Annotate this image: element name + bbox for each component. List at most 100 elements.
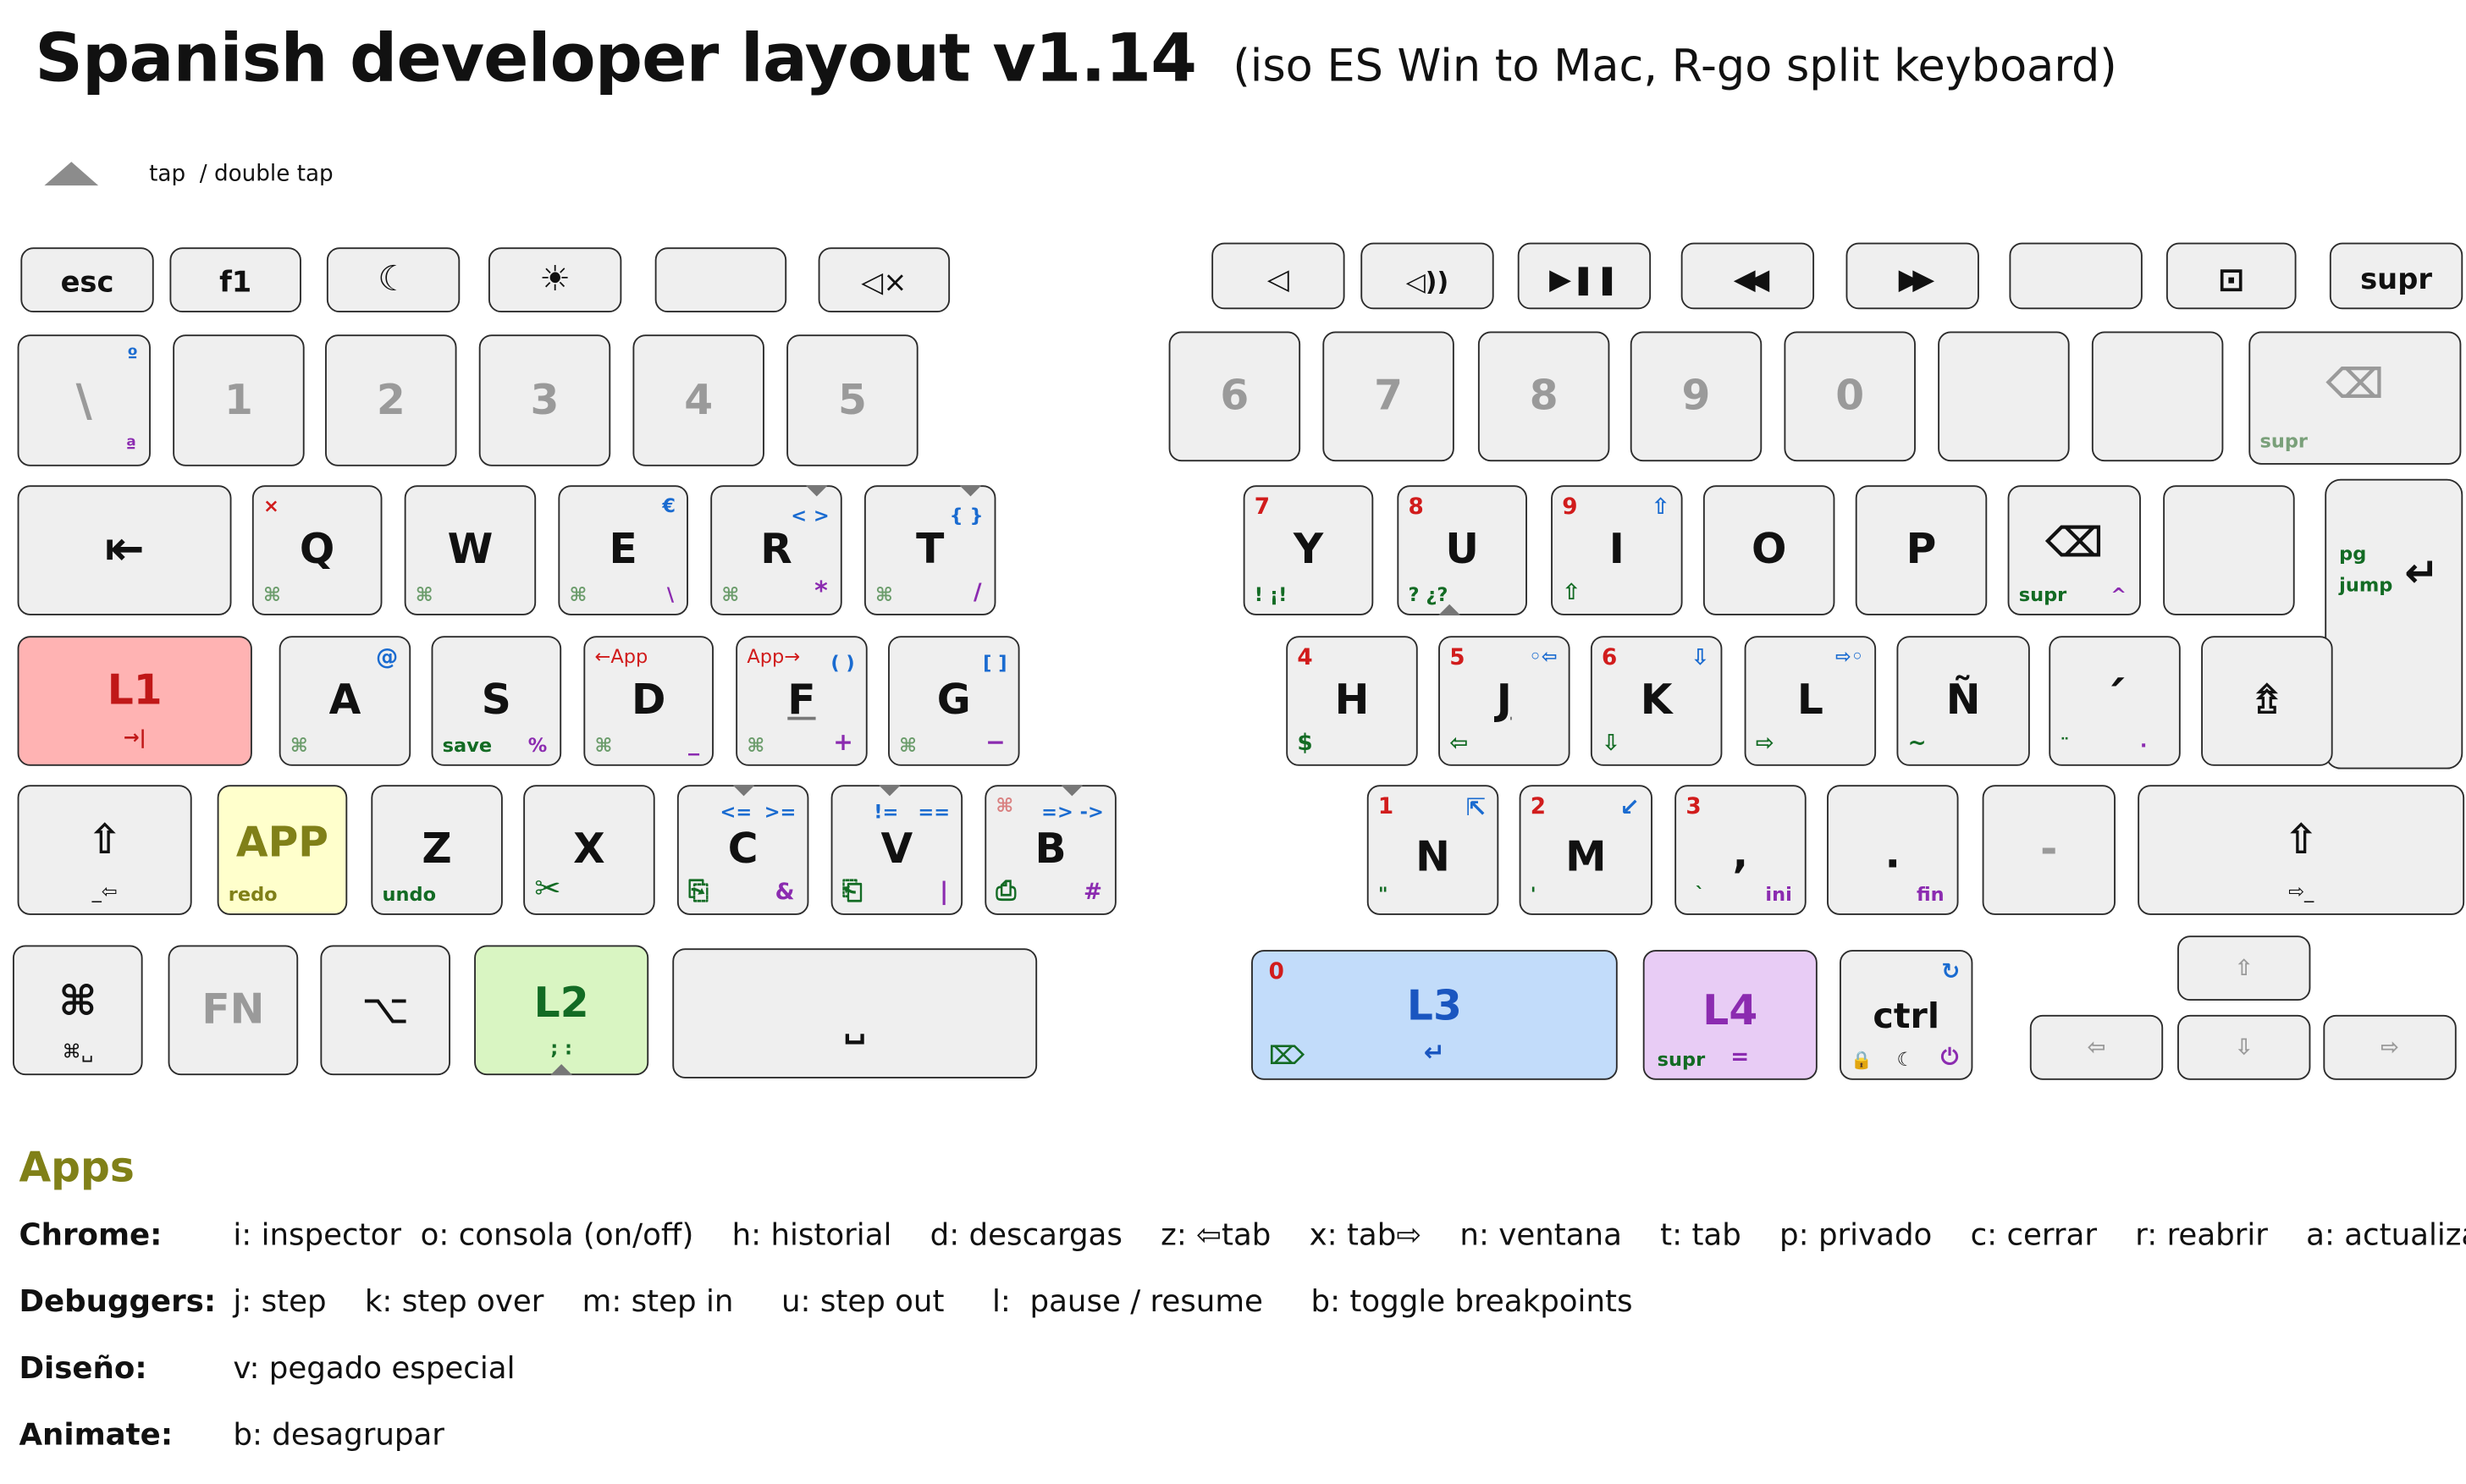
key-e[interactable]: E € ⌘ \ bbox=[558, 485, 689, 615]
key-9[interactable]: 9 bbox=[1630, 331, 1763, 462]
key-screenshot[interactable]: ⊡ bbox=[2165, 242, 2297, 310]
key-l4[interactable]: L4 supr = bbox=[1642, 950, 1818, 1080]
app-row-chrome: Chrome: i: inspector o: consola (on/off)… bbox=[19, 1218, 2466, 1285]
key-volume-up[interactable]: ◁)) bbox=[1360, 242, 1494, 310]
key-a[interactable]: A @ ⌘ bbox=[279, 636, 411, 766]
key-j[interactable]: J 5 ◦⇦ ⇦ bbox=[1438, 636, 1570, 766]
key-n-tilde[interactable]: Ñ ~ bbox=[1896, 636, 2030, 766]
key-backspace-top[interactable]: ⌫ supr bbox=[2248, 331, 2462, 465]
key-arrow-left[interactable]: ⇦ bbox=[2029, 1014, 2164, 1080]
key-arrow-down[interactable]: ⇩ bbox=[2177, 1014, 2311, 1080]
key-2[interactable]: 2 bbox=[325, 334, 457, 466]
key-c[interactable]: C <= >= ⎘ & bbox=[676, 785, 809, 915]
key-tab[interactable]: ⇤ bbox=[17, 485, 232, 615]
key-5[interactable]: 5 bbox=[786, 334, 919, 466]
refresh-icon: ↻ bbox=[1941, 959, 1961, 985]
key-v[interactable]: V != == ⎗ | bbox=[830, 785, 963, 915]
key-b[interactable]: B ⌘ => -> ⎙ # bbox=[985, 785, 1117, 915]
key-s[interactable]: S save % bbox=[431, 636, 562, 766]
key-i[interactable]: I 9 ⇧ ⇧ bbox=[1551, 485, 1683, 615]
key-6[interactable]: 6 bbox=[1168, 331, 1301, 462]
key-blank-num-1[interactable] bbox=[1938, 331, 2070, 462]
key-caps-shift[interactable]: ⇯ bbox=[2201, 636, 2333, 766]
backspace-icon: ⌫ bbox=[2325, 361, 2385, 409]
key-enter[interactable]: ↵ pg jump bbox=[2325, 478, 2463, 770]
arrow-up-icon: ⇧ bbox=[2234, 955, 2254, 981]
key-u[interactable]: U 8 ? ¿? bbox=[1397, 485, 1527, 615]
key-app[interactable]: APP redo bbox=[217, 785, 348, 915]
key-space[interactable]: ␣ bbox=[672, 948, 1038, 1079]
shift-icon: ⇧ bbox=[2283, 815, 2319, 864]
key-comma[interactable]: , 3 ` ini bbox=[1674, 785, 1807, 915]
key-dash[interactable]: - bbox=[1982, 785, 2116, 915]
key-k[interactable]: K 6 ⇩ ⇩ bbox=[1590, 636, 1723, 766]
key-p[interactable]: P bbox=[1855, 485, 1988, 615]
key-f1[interactable]: f1 bbox=[169, 247, 301, 313]
key-t[interactable]: T { } ⌘ / bbox=[863, 485, 996, 615]
shift-icon: ⇧ bbox=[87, 815, 123, 864]
key-period[interactable]: . fin bbox=[1827, 785, 1959, 915]
key-g[interactable]: G [ ] ⌘ − bbox=[888, 636, 1020, 766]
key-7[interactable]: 7 bbox=[1322, 331, 1454, 462]
key-0[interactable]: 0 bbox=[1784, 331, 1916, 462]
app-desc: v: pegado especial bbox=[233, 1351, 516, 1387]
key-supr[interactable]: supr bbox=[2329, 242, 2463, 310]
key-8[interactable]: 8 bbox=[1477, 331, 1610, 462]
key-arrow-up[interactable]: ⇧ bbox=[2177, 935, 2311, 1001]
key-blank-y-row[interactable] bbox=[2163, 485, 2295, 615]
key-moon[interactable]: ☾ bbox=[326, 247, 461, 313]
mute-icon: ◁× bbox=[861, 266, 908, 301]
key-m[interactable]: M 2 ↙ ' bbox=[1519, 785, 1652, 915]
paste-special-icon: ⎙ bbox=[996, 875, 1017, 906]
key-shift-left[interactable]: ⇧ _⇦ bbox=[17, 785, 192, 915]
key-y[interactable]: Y 7 ! ¡! bbox=[1243, 485, 1374, 615]
key-backslash[interactable]: \ º ª bbox=[17, 334, 151, 466]
key-q[interactable]: Q × ⌘ bbox=[251, 485, 383, 615]
key-h[interactable]: H 4 $ bbox=[1286, 636, 1418, 766]
key-fn[interactable]: FN bbox=[168, 945, 299, 1076]
key-1[interactable]: 1 bbox=[173, 334, 305, 466]
key-blank-fn-right[interactable] bbox=[2009, 242, 2143, 310]
app-row-debuggers: Debuggers: j: step k: step over m: step … bbox=[19, 1284, 1632, 1351]
key-f[interactable]: F App→ ( ) ⌘ + bbox=[736, 636, 868, 766]
key-w[interactable]: W ⌘ bbox=[404, 485, 537, 615]
key-x[interactable]: X ✂ bbox=[523, 785, 655, 915]
key-shift-right[interactable]: ⇧ ⇨_ bbox=[2138, 785, 2465, 915]
key-brightness[interactable]: ☀ bbox=[488, 247, 622, 313]
rewind-icon: ◀◀ bbox=[1733, 262, 1770, 297]
key-l3[interactable]: L3 0 ⌦ ↵ bbox=[1251, 950, 1618, 1080]
key-blank-num-2[interactable] bbox=[2091, 331, 2224, 462]
key-l[interactable]: L ⇨◦ ⇨ bbox=[1744, 636, 1877, 766]
apps-title: Apps bbox=[19, 1145, 135, 1193]
key-ctrl[interactable]: ctrl ↻ 🔒 ☾ ⏻ bbox=[1840, 950, 1973, 1080]
key-accent[interactable]: ´ ¨ · bbox=[2049, 636, 2181, 766]
key-blank-fn[interactable] bbox=[654, 247, 787, 313]
key-rewind[interactable]: ◀◀ bbox=[1680, 242, 1815, 310]
play-pause-icon: ▶❚❚ bbox=[1549, 262, 1619, 297]
key-o[interactable]: O bbox=[1702, 485, 1835, 615]
double-tap-marker-icon bbox=[879, 785, 902, 797]
key-arrow-right[interactable]: ⇨ bbox=[2323, 1014, 2457, 1080]
key-d[interactable]: D ←App ⌘ _ bbox=[583, 636, 714, 766]
copy-icon: ⎘ bbox=[688, 875, 709, 906]
double-tap-marker-icon bbox=[959, 485, 982, 497]
volume-down-icon: ◁ bbox=[1266, 262, 1289, 297]
key-fast-forward[interactable]: ▶▶ bbox=[1845, 242, 1979, 310]
fast-forward-icon: ▶▶ bbox=[1898, 262, 1935, 297]
key-l1[interactable]: L1 →| bbox=[17, 636, 252, 766]
key-n[interactable]: N 1 ⇱ " bbox=[1366, 785, 1499, 915]
key-l2[interactable]: L2 ; : bbox=[474, 945, 649, 1076]
key-mute[interactable]: ◁× bbox=[818, 247, 951, 313]
key-esc[interactable]: esc bbox=[20, 247, 154, 313]
key-backspace[interactable]: ⌫ supr ^ bbox=[2007, 485, 2141, 615]
key-3[interactable]: 3 bbox=[478, 334, 611, 466]
key-volume-down[interactable]: ◁ bbox=[1211, 242, 1345, 310]
key-r[interactable]: R < > ⌘ * bbox=[710, 485, 842, 615]
backspace-icon: ⌫ bbox=[2044, 520, 2104, 568]
key-play-pause[interactable]: ▶❚❚ bbox=[1517, 242, 1652, 310]
key-option[interactable]: ⌥ bbox=[320, 945, 451, 1076]
paste-icon: ⎗ bbox=[841, 875, 863, 906]
key-4[interactable]: 4 bbox=[632, 334, 764, 466]
key-z[interactable]: Z undo bbox=[371, 785, 503, 915]
key-cmd[interactable]: ⌘ ⌘␣ bbox=[12, 945, 143, 1076]
